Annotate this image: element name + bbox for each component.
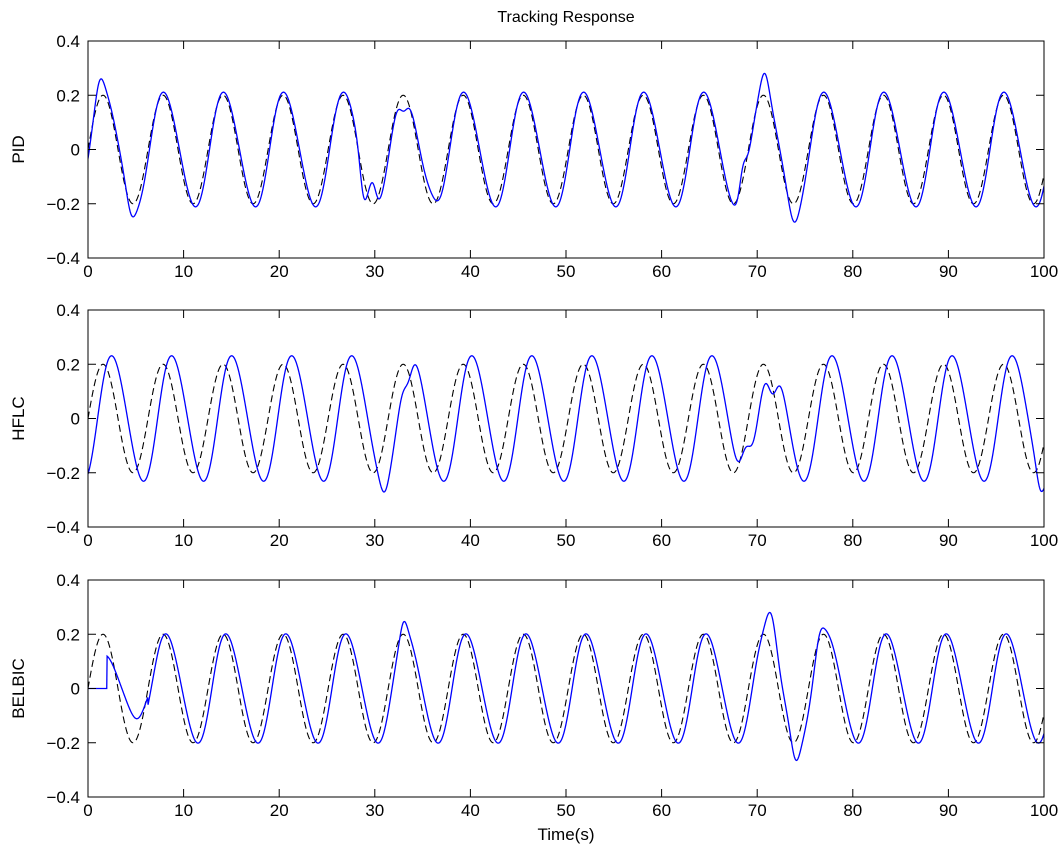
x-tick-label: 40 — [461, 262, 480, 281]
x-tick-label: 80 — [843, 801, 862, 820]
axes-box — [87, 579, 1045, 798]
x-tick-label: 10 — [174, 801, 193, 820]
figure-title: Tracking Response — [497, 9, 634, 26]
y-tick-label: 0.4 — [56, 571, 80, 590]
x-tick-label: 10 — [174, 531, 193, 550]
x-tick-label: 90 — [939, 801, 958, 820]
response-line — [88, 72, 1044, 223]
x-tick-label: 70 — [748, 801, 767, 820]
y-tick-label: 0.4 — [56, 32, 80, 51]
x-tick-label: 60 — [652, 801, 671, 820]
subplot-hflc: 0 10 20 30 40 50 60 70 80 90 100 −0.4 −0.2 0 0.2 0.4 HFL… — [9, 301, 1058, 550]
y-tick-label: 0.2 — [56, 625, 80, 644]
y-tick-label: 0.4 — [56, 301, 80, 320]
x-tick-label: 0 — [83, 801, 92, 820]
x-tick-label: 60 — [652, 531, 671, 550]
reference-line — [88, 363, 1044, 474]
x-tick-label: 100 — [1030, 801, 1058, 820]
x-tick-label: 40 — [461, 801, 480, 820]
x-tick-label: 0 — [83, 262, 92, 281]
y-tick-label: 0 — [71, 141, 80, 160]
x-tick-label: 30 — [365, 531, 384, 550]
x-tick-label: 100 — [1030, 262, 1058, 281]
reference-line — [88, 94, 1044, 205]
y-tick-label: 0 — [71, 410, 80, 429]
y-tick-label: −0.2 — [46, 464, 80, 483]
axes-box — [87, 309, 1045, 528]
x-tick-label: 60 — [652, 262, 671, 281]
x-tick-label: 50 — [557, 801, 576, 820]
x-tick-label: 10 — [174, 262, 193, 281]
x-tick-label: 70 — [748, 262, 767, 281]
y-axis-label: BELBIC — [9, 658, 28, 718]
x-tick-label: 30 — [365, 801, 384, 820]
y-tick-label: 0.2 — [56, 355, 80, 374]
x-tick-label: 20 — [270, 801, 289, 820]
axes-box — [87, 40, 1045, 259]
y-tick-label: −0.2 — [46, 195, 80, 214]
y-tick-label: −0.4 — [46, 518, 80, 537]
y-tick-label: −0.2 — [46, 734, 80, 753]
y-tick-label: −0.4 — [46, 249, 80, 268]
x-tick-label: 0 — [83, 531, 92, 550]
x-axis-label: Time(s) — [538, 825, 595, 844]
x-tick-label: 80 — [843, 262, 862, 281]
x-tick-label: 90 — [939, 262, 958, 281]
y-tick-label: 0 — [71, 680, 80, 699]
x-tick-label: 20 — [270, 531, 289, 550]
response-line — [88, 355, 1044, 493]
response-line — [88, 611, 1044, 762]
x-tick-label: 30 — [365, 262, 384, 281]
y-axis-label: HFLC — [9, 396, 28, 440]
y-axis-label: PID — [9, 135, 28, 163]
subplot-pid: 0 10 20 30 40 50 60 70 80 90 100 −0.4 −0.2 0 0.2 0.4 PID — [9, 32, 1058, 281]
x-tick-label: 40 — [461, 531, 480, 550]
x-tick-label: 50 — [557, 531, 576, 550]
x-tick-label: 90 — [939, 531, 958, 550]
y-tick-label: 0.2 — [56, 86, 80, 105]
x-tick-label: 50 — [557, 262, 576, 281]
x-tick-label: 20 — [270, 262, 289, 281]
y-tick-label: −0.4 — [46, 788, 80, 807]
subplot-belbic: 0 10 20 30 40 50 60 70 80 90 100 −0.4 −0.2 0 0.2 0.4 BEL… — [9, 571, 1058, 820]
x-tick-label: 80 — [843, 531, 862, 550]
x-tick-label: 70 — [748, 531, 767, 550]
x-tick-label: 100 — [1030, 531, 1058, 550]
